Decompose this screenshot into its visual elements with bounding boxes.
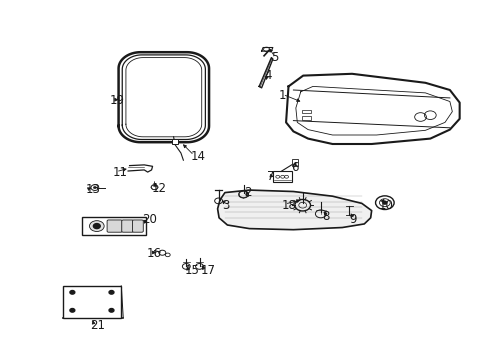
Polygon shape: [259, 58, 272, 88]
Bar: [292, 159, 298, 166]
FancyBboxPatch shape: [272, 171, 292, 182]
Text: 3: 3: [222, 199, 229, 212]
Circle shape: [109, 291, 114, 294]
Text: 10: 10: [378, 199, 393, 212]
Text: 2: 2: [244, 186, 251, 199]
FancyBboxPatch shape: [122, 220, 133, 232]
Circle shape: [89, 221, 104, 231]
Text: 14: 14: [190, 150, 205, 163]
Circle shape: [93, 224, 100, 229]
Bar: [82, 217, 145, 235]
Text: 19: 19: [110, 94, 125, 107]
FancyBboxPatch shape: [132, 220, 143, 232]
Text: 8: 8: [322, 210, 329, 222]
Text: 15: 15: [184, 264, 199, 276]
FancyBboxPatch shape: [62, 286, 121, 318]
Text: 9: 9: [349, 213, 356, 226]
Text: 11: 11: [112, 166, 127, 179]
Circle shape: [382, 201, 386, 204]
FancyBboxPatch shape: [107, 220, 122, 232]
Circle shape: [70, 309, 75, 312]
Circle shape: [93, 186, 96, 189]
Circle shape: [109, 309, 114, 312]
Bar: [172, 139, 178, 144]
Bar: [301, 110, 310, 113]
Text: 21: 21: [90, 319, 105, 332]
Text: 7: 7: [266, 170, 273, 183]
Bar: [301, 116, 310, 120]
Polygon shape: [217, 190, 371, 230]
Circle shape: [70, 291, 75, 294]
Text: 5: 5: [271, 51, 278, 64]
Text: 1: 1: [278, 89, 285, 102]
Text: 20: 20: [142, 213, 156, 226]
Text: 16: 16: [146, 247, 162, 260]
Text: 13: 13: [85, 183, 100, 196]
Text: 17: 17: [200, 264, 215, 276]
Text: 12: 12: [151, 182, 166, 195]
Text: 18: 18: [281, 199, 295, 212]
Text: 4: 4: [264, 69, 271, 82]
Text: 6: 6: [290, 161, 298, 174]
